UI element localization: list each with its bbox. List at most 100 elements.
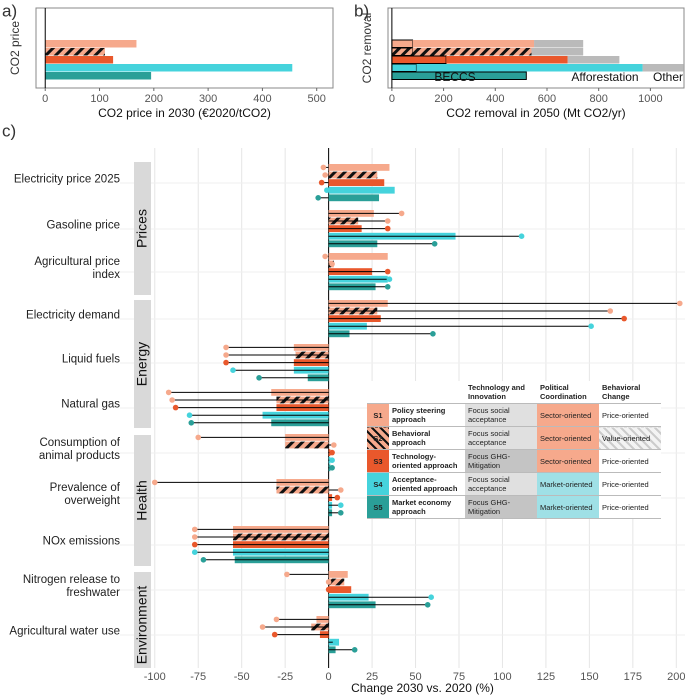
- bar-segment: [534, 40, 584, 48]
- lollipop-point: [588, 323, 594, 330]
- lollipop-point: [329, 261, 335, 267]
- legend-behavioral: Price-oriented: [599, 403, 661, 427]
- legend-swatch: S3: [367, 449, 389, 473]
- legend-name: Policy steering approach: [389, 403, 465, 427]
- category-label: Nitrogen release to freshwater: [22, 574, 120, 599]
- category-label: Agricultural price index: [34, 256, 120, 281]
- facet-strip: [134, 435, 151, 566]
- category-label: Prevalence of overweight: [49, 482, 120, 507]
- lollipop-point: [165, 389, 172, 396]
- lollipop-point: [607, 308, 614, 314]
- legend-swatch: S1: [367, 403, 389, 427]
- bar-segment: [412, 40, 535, 48]
- x-tick-label: 600: [538, 93, 556, 105]
- legend-name: Technology-oriented approach: [389, 449, 465, 473]
- bar: [328, 253, 388, 260]
- facet-label: Energy: [134, 342, 150, 386]
- x-axis-label: CO2 price in 2030 (€2020/tCO2): [98, 106, 271, 120]
- category-label: Gasoline price: [46, 219, 120, 232]
- bar-segment: [642, 64, 684, 72]
- legend-behavioral: Value-oriented: [599, 426, 661, 450]
- bar-segment: [416, 64, 643, 72]
- legend-swatch: S5: [367, 495, 389, 519]
- legend-row: S2 Behavioral approach Focus social accept…: [367, 426, 661, 450]
- x-tick-label: 200: [434, 93, 452, 105]
- legend-swatch: S4: [367, 472, 389, 496]
- lollipop-point: [223, 352, 229, 358]
- lollipop-point: [430, 331, 436, 337]
- lollipop-point: [284, 571, 290, 578]
- bar: [276, 486, 329, 494]
- legend-tech: Focus social acceptance: [465, 403, 537, 427]
- legend-row: S1 Policy steering approach Focus social a…: [367, 403, 661, 427]
- x-tick-label: 125: [537, 671, 555, 683]
- lollipop-point: [195, 434, 202, 441]
- lollipop-point: [324, 187, 330, 193]
- x-tick-label: 500: [308, 93, 326, 105]
- x-tick-label: 0: [42, 93, 48, 105]
- panel-label: a): [2, 1, 17, 20]
- category-label: NOx emissions: [42, 535, 120, 548]
- x-tick-label: 100: [90, 93, 108, 105]
- lollipop-point: [676, 300, 683, 307]
- x-tick-label: 200: [145, 93, 163, 105]
- bar: [45, 64, 293, 72]
- legend-tech: Focus GHG-Mitigation: [465, 495, 537, 519]
- lollipop-point: [384, 268, 391, 275]
- legend-header: Technology and Innovation Political Coor…: [367, 381, 661, 404]
- legend-political: Sector-oriented: [537, 449, 599, 473]
- x-tick-label: -100: [144, 671, 166, 683]
- facet-strip: [134, 300, 151, 428]
- panel-label: b): [354, 1, 369, 20]
- bar-segment: [446, 56, 568, 64]
- legend-behavioral: Price-oriented: [599, 449, 661, 473]
- legend-political: Sector-oriented: [537, 403, 599, 427]
- lollipop-point: [169, 397, 175, 403]
- category-label: Natural gas: [61, 398, 120, 411]
- lollipop-point: [256, 375, 262, 381]
- lollipop-point: [191, 549, 198, 555]
- lollipop-point: [322, 172, 328, 178]
- lollipop-point: [384, 225, 391, 232]
- lollipop-point: [334, 494, 341, 501]
- lollipop-point: [518, 233, 525, 239]
- category-label: Agricultural water use: [9, 625, 120, 638]
- lollipop-point: [337, 502, 344, 509]
- category-label: Consumption of animal products: [38, 437, 120, 462]
- bar: [285, 441, 329, 449]
- category-label: Liquid fuels: [61, 353, 120, 366]
- lollipop-point: [325, 579, 332, 585]
- lollipop-point: [318, 179, 325, 186]
- x-tick-label: -25: [277, 671, 293, 683]
- lollipop-point: [424, 602, 431, 608]
- bar-segment: [391, 63, 417, 72]
- y-axis-label: CO2 removal: [360, 13, 374, 84]
- lollipop-point: [320, 164, 327, 171]
- category-label: Electricity demand: [26, 309, 120, 322]
- x-tick-label: 200: [667, 671, 685, 683]
- legend-name: Acceptance-oriented approach: [389, 472, 465, 496]
- x-tick-label: 800: [590, 93, 608, 105]
- annotation: Other: [653, 70, 683, 84]
- facet-label: Health: [134, 480, 150, 520]
- lollipop-point: [351, 647, 358, 653]
- lollipop-point: [151, 479, 158, 486]
- legend-header-cell: Behavioral Change: [599, 381, 661, 404]
- legend-political: Market-oriented: [537, 495, 599, 519]
- x-tick-label: 175: [624, 671, 642, 683]
- lollipop-point: [271, 631, 278, 638]
- bar: [45, 40, 137, 48]
- lollipop-point: [273, 616, 280, 623]
- lollipop-point: [259, 624, 266, 630]
- x-tick-label: 0: [326, 671, 332, 683]
- legend-name: Market economy approach: [389, 495, 465, 519]
- lollipop-point: [428, 594, 434, 600]
- x-tick-label: 0: [389, 93, 395, 105]
- bar-segment: [391, 39, 414, 48]
- annotation: BECCS: [434, 70, 475, 84]
- legend-table: Technology and Innovation Political Coor…: [367, 381, 661, 519]
- bars: [391, 39, 684, 80]
- bar: [45, 56, 114, 64]
- x-tick-label: 100: [493, 671, 511, 683]
